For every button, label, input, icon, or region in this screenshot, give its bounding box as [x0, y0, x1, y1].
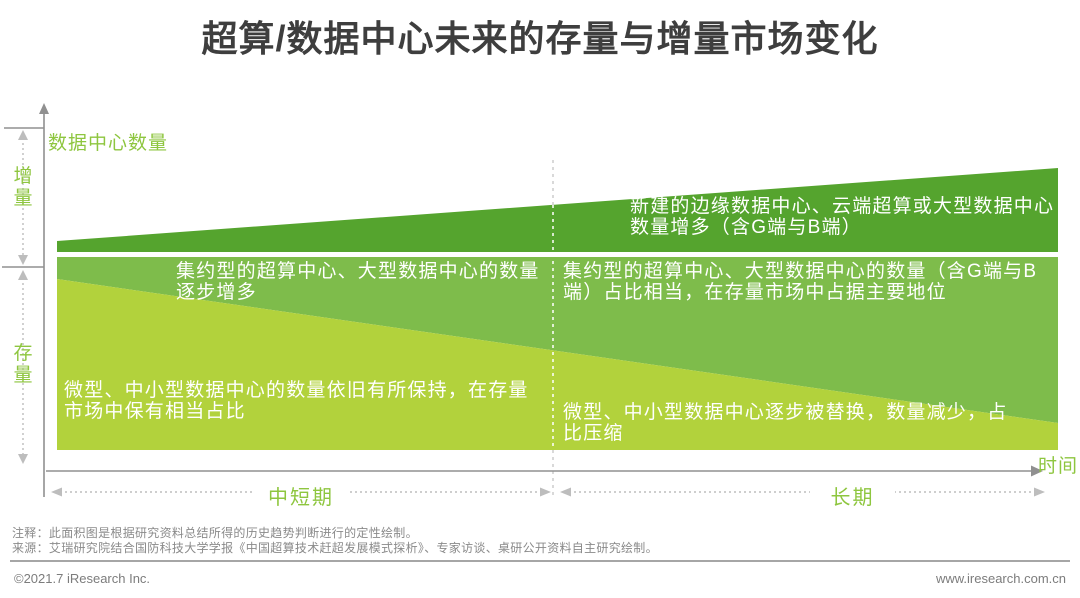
period-label-short-term: 中短期: [253, 481, 349, 510]
footer-website: www.iresearch.com.cn: [935, 571, 1066, 586]
increment-arrow-up-icon: [18, 130, 28, 140]
x-axis-label: 时间: [1038, 456, 1079, 477]
annotation-new-increment-long-term: 新建的边缘数据中心、云端超算或大型数据中心数量增多（含G端与B端）: [630, 196, 1055, 238]
chart-source: 来源：艾瑞研究院结合国防科技大学学报《中国超算技术赶超发展模式探析》、专家访谈、…: [12, 541, 658, 555]
y-axis-arrowhead-icon: [39, 103, 49, 114]
long-term-arrow-right-icon: [1034, 487, 1045, 497]
area-micro-centers: [57, 279, 1058, 450]
area-new-increment: [57, 168, 1058, 252]
annotation-intensive-short-term: 集约型的超算中心、大型数据中心的数量逐步增多: [176, 261, 540, 303]
page-title: 超算/数据中心未来的存量与增量市场变化: [201, 18, 879, 59]
y-axis-label: 数据中心数量: [48, 133, 169, 154]
stock-bracket-label: 存量: [13, 343, 33, 386]
x-axis-arrowhead-icon: [1031, 465, 1043, 477]
stock-arrow-down-icon: [18, 454, 28, 464]
annotation-micro-short-term: 微型、中小型数据中心的数量依旧有所保持，在存量市场中保有相当占比: [64, 380, 529, 422]
annotation-intensive-long-term: 集约型的超算中心、大型数据中心的数量（含G端与B端）占比相当，在存量市场中占据主…: [563, 261, 1038, 303]
long-term-arrow-left-icon: [560, 487, 571, 497]
increment-bracket-label: 增量: [13, 166, 33, 209]
short-term-arrow-right-icon: [540, 487, 551, 497]
period-label-long-term: 长期: [810, 481, 895, 510]
stock-arrow-up-icon: [18, 270, 28, 280]
footer-divider: [10, 560, 1070, 562]
annotation-micro-long-term: 微型、中小型数据中心逐步被替换，数量减少，占比压缩: [563, 402, 1008, 444]
area-intensive-centers: [57, 257, 1058, 423]
chart-note: 注释：此面积图是根据研究资料总结所得的历史趋势判断进行的定性绘制。: [12, 526, 418, 540]
short-term-arrow-left-icon: [51, 487, 62, 497]
increment-arrow-down-icon: [18, 255, 28, 265]
footer-copyright: ©2021.7 iResearch Inc.: [14, 571, 151, 586]
